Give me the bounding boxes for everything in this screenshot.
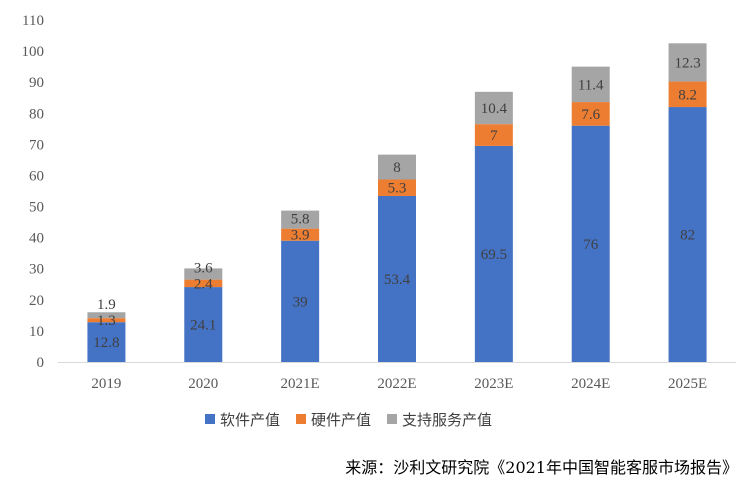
y-tick-label: 100 [22,44,45,60]
legend-label: 支持服务产值 [402,411,492,429]
x-tick-label: 2020 [188,376,218,392]
legend-label: 硬件产值 [311,411,371,429]
data-label: 10.4 [481,101,508,117]
x-tick-label: 2025E [668,376,707,392]
data-label: 5.3 [388,181,407,197]
y-tick-label: 60 [29,168,44,184]
legend-swatch [205,414,215,424]
bar-segment [87,312,126,319]
legend-label: 软件产值 [220,411,280,429]
data-label: 3.9 [291,228,310,244]
bar-segment [87,322,126,362]
data-label: 12.3 [674,55,700,71]
bar-segment [184,287,223,362]
y-tick-label: 80 [29,106,44,122]
bar-segment [184,279,223,288]
source-note: 来源：沙利文研究院《2021年中国智能客服市场报告》 [345,458,738,477]
data-label: 53.4 [384,272,411,288]
bar-segment [668,43,707,82]
y-tick-label: 90 [29,75,44,91]
bar-segment [668,107,707,363]
data-label: 69.5 [481,247,507,263]
data-label: 3.6 [194,260,213,276]
bar-segment [668,81,707,108]
bar-segment [184,268,223,280]
data-label: 7 [490,128,498,144]
data-label: 12.8 [93,335,119,351]
y-tick-label: 10 [29,324,44,340]
data-label: 8 [393,160,401,176]
y-tick-label: 110 [22,13,44,29]
data-label: 39 [293,294,308,310]
data-label: 1.3 [97,313,116,329]
bar-segment [281,210,320,229]
bar-segment [378,195,416,362]
y-tick-label: 30 [29,262,44,278]
stacked-bar-chart: 0 10 20 30 40 50 60 70 80 90 100 110 12.8 1.31.9 2019 2… [22,13,736,429]
data-label: 2.4 [194,276,213,292]
bar-segment [571,102,610,126]
data-label: 8.2 [678,87,697,103]
x-tick-label: 2021E [281,376,320,392]
y-tick-label: 0 [37,355,45,371]
bar-segment [474,145,513,362]
legend-swatch [296,414,306,424]
x-tick-label: 2024E [571,376,610,392]
bar-segment [87,318,126,323]
y-tick-label: 40 [29,231,44,247]
y-tick-label: 50 [29,200,44,216]
data-label: 1.9 [97,297,116,313]
bar-segment [281,228,320,241]
data-label: 7.6 [581,107,600,123]
bar-segment [378,154,416,180]
data-label: 76 [583,237,599,253]
y-tick-label: 70 [29,137,44,153]
x-tick-label: 2022E [377,376,416,392]
legend-swatch [387,414,397,424]
bar-segment [378,179,416,196]
data-label: 24.1 [190,318,216,334]
bar-segment [474,124,513,146]
y-tick-label: 20 [29,293,44,309]
bar-segment [474,91,513,125]
data-label: 82 [680,228,695,244]
bar-segment [571,66,610,103]
data-label: 11.4 [578,77,604,93]
data-label: 5.8 [291,212,310,228]
bar-segment [281,240,320,362]
x-tick-label: 2019 [91,376,121,392]
bar-segment [571,125,610,362]
x-tick-label: 2023E [474,376,513,392]
